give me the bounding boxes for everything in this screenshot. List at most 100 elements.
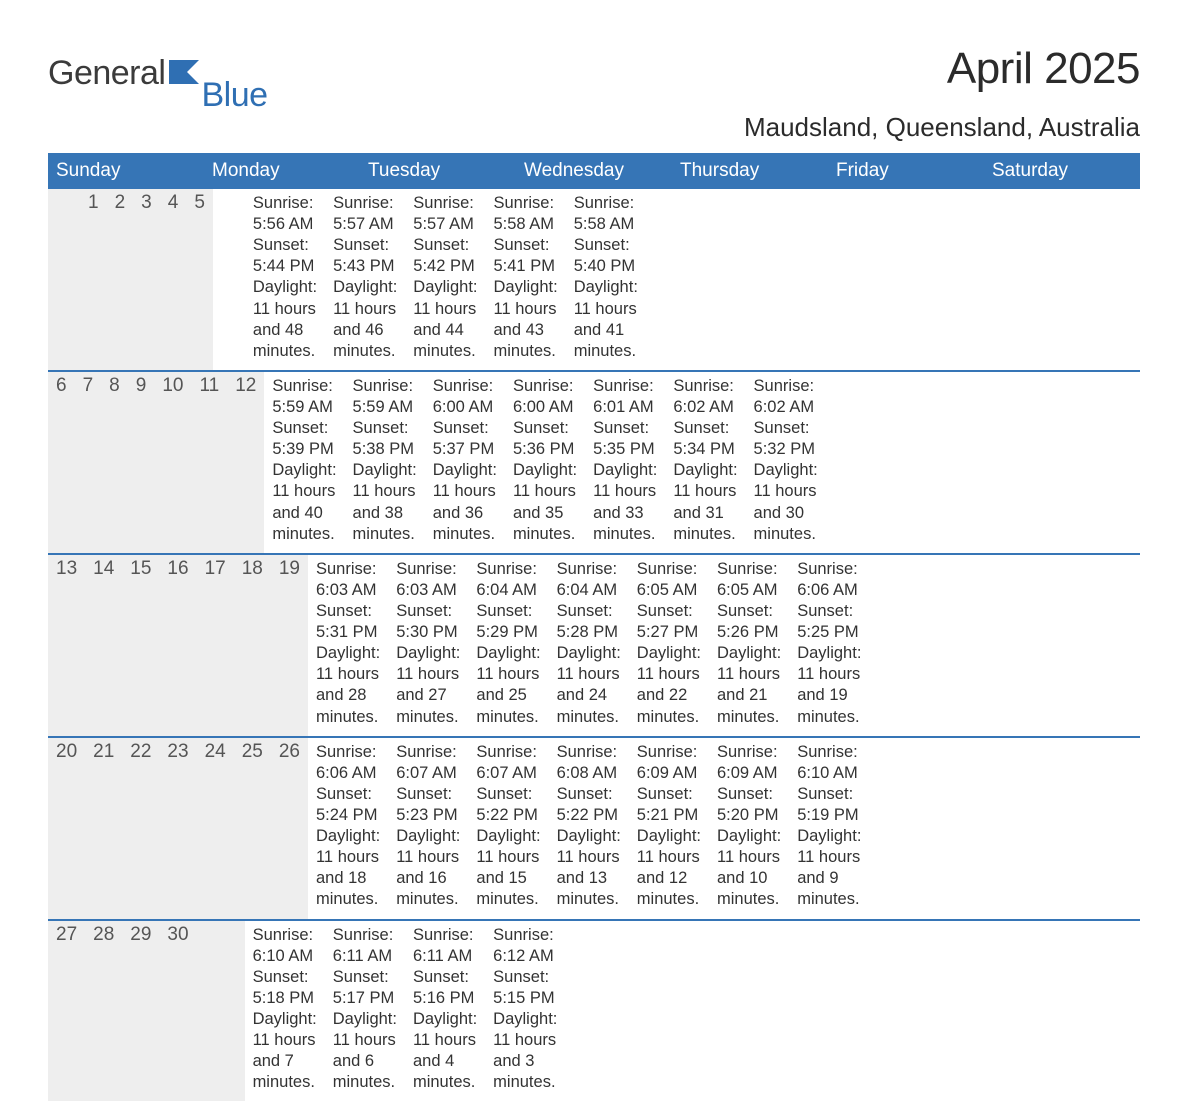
- day-cell: Sunrise: 6:08 AMSunset: 5:22 PMDaylight:…: [549, 738, 629, 919]
- day-sunset: Sunset: 5:43 PM: [333, 235, 397, 277]
- day-number: 7: [75, 372, 102, 553]
- day-sunrise: Sunrise: 6:00 AM: [513, 376, 577, 418]
- day-d1: Daylight: 11 hours: [316, 826, 380, 868]
- day-sunrise: Sunrise: 6:05 AM: [637, 559, 701, 601]
- day-cell: Sunrise: 5:59 AMSunset: 5:38 PMDaylight:…: [345, 372, 425, 553]
- brand-word1: General: [48, 54, 165, 93]
- day-number: 1: [80, 189, 107, 370]
- day-d1: Daylight: 11 hours: [413, 1009, 477, 1051]
- day-sunset: Sunset: 5:23 PM: [396, 784, 460, 826]
- week-row: 12345Sunrise: 5:56 AMSunset: 5:44 PMDayl…: [48, 189, 1140, 370]
- day-d2: and 28 minutes.: [316, 685, 380, 727]
- day-d1: Daylight: 11 hours: [396, 643, 460, 685]
- day-number: [229, 921, 245, 1101]
- day-number: 20: [48, 738, 85, 919]
- day-d1: Daylight: 11 hours: [476, 826, 540, 868]
- day-d1: Daylight: 11 hours: [754, 460, 818, 502]
- day-number: 24: [197, 738, 234, 919]
- day-number: 10: [154, 372, 191, 553]
- day-number: 15: [122, 555, 159, 736]
- day-sunset: Sunset: 5:16 PM: [413, 967, 477, 1009]
- day-cell: Sunrise: 5:57 AMSunset: 5:43 PMDaylight:…: [325, 189, 405, 370]
- day-number: 30: [159, 921, 196, 1101]
- daynum-row: 13141516171819: [48, 555, 308, 736]
- day-cell: Sunrise: 6:06 AMSunset: 5:25 PMDaylight:…: [789, 555, 869, 736]
- day-cell: Sunrise: 6:07 AMSunset: 5:22 PMDaylight:…: [468, 738, 548, 919]
- day-number: [48, 189, 64, 370]
- day-number: 23: [159, 738, 196, 919]
- day-cell: Sunrise: 6:12 AMSunset: 5:15 PMDaylight:…: [485, 921, 565, 1101]
- day-d1: Daylight: 11 hours: [637, 643, 701, 685]
- day-cell: Sunrise: 6:05 AMSunset: 5:27 PMDaylight:…: [629, 555, 709, 736]
- day-d1: Daylight: 11 hours: [593, 460, 657, 502]
- weekday-header-row: SundayMondayTuesdayWednesdayThursdayFrid…: [48, 153, 1140, 189]
- day-sunrise: Sunrise: 6:11 AM: [333, 925, 397, 967]
- day-sunrise: Sunrise: 6:09 AM: [637, 742, 701, 784]
- day-sunrise: Sunrise: 6:04 AM: [557, 559, 621, 601]
- day-cell: Sunrise: 6:09 AMSunset: 5:21 PMDaylight:…: [629, 738, 709, 919]
- day-number: [213, 921, 229, 1101]
- week-row: 6789101112Sunrise: 5:59 AMSunset: 5:39 P…: [48, 370, 1140, 553]
- location: Maudsland, Queensland, Australia: [744, 112, 1140, 143]
- day-sunset: Sunset: 5:27 PM: [637, 601, 701, 643]
- day-number: 5: [186, 189, 213, 370]
- day-d1: Daylight: 11 hours: [253, 277, 317, 319]
- day-cell: Sunrise: 6:11 AMSunset: 5:17 PMDaylight:…: [325, 921, 405, 1101]
- day-number: 8: [101, 372, 128, 553]
- day-number: 25: [234, 738, 271, 919]
- day-sunrise: Sunrise: 6:03 AM: [316, 559, 380, 601]
- day-d2: and 4 minutes.: [413, 1051, 477, 1093]
- day-number: 9: [128, 372, 155, 553]
- daynum-row: 27282930: [48, 921, 245, 1101]
- day-number: 2: [107, 189, 134, 370]
- day-sunset: Sunset: 5:38 PM: [353, 418, 417, 460]
- day-d1: Daylight: 11 hours: [637, 826, 701, 868]
- day-d1: Daylight: 11 hours: [333, 1009, 397, 1051]
- day-number: 21: [85, 738, 122, 919]
- day-d2: and 44 minutes.: [413, 320, 477, 362]
- day-number: 12: [227, 372, 264, 553]
- day-d1: Daylight: 11 hours: [396, 826, 460, 868]
- day-d2: and 16 minutes.: [396, 868, 460, 910]
- day-d1: Daylight: 11 hours: [333, 277, 397, 319]
- day-sunrise: Sunrise: 6:10 AM: [253, 925, 317, 967]
- day-cell: [597, 921, 613, 1101]
- day-sunrise: Sunrise: 5:58 AM: [494, 193, 558, 235]
- day-cell: Sunrise: 6:04 AMSunset: 5:29 PMDaylight:…: [468, 555, 548, 736]
- day-d2: and 19 minutes.: [797, 685, 861, 727]
- day-sunset: Sunset: 5:24 PM: [316, 784, 380, 826]
- day-cell: Sunrise: 6:05 AMSunset: 5:26 PMDaylight:…: [709, 555, 789, 736]
- day-d1: Daylight: 11 hours: [673, 460, 737, 502]
- day-number: 11: [191, 372, 227, 553]
- day-sunrise: Sunrise: 5:58 AM: [574, 193, 638, 235]
- day-sunrise: Sunrise: 6:02 AM: [754, 376, 818, 418]
- day-sunset: Sunset: 5:39 PM: [272, 418, 336, 460]
- weekday-header: Wednesday: [516, 153, 672, 189]
- day-d1: Daylight: 11 hours: [353, 460, 417, 502]
- day-sunset: Sunset: 5:34 PM: [673, 418, 737, 460]
- day-d2: and 48 minutes.: [253, 320, 317, 362]
- weekday-header: Tuesday: [360, 153, 516, 189]
- day-d2: and 18 minutes.: [316, 868, 380, 910]
- day-cell: Sunrise: 6:03 AMSunset: 5:30 PMDaylight:…: [388, 555, 468, 736]
- day-cell: Sunrise: 6:07 AMSunset: 5:23 PMDaylight:…: [388, 738, 468, 919]
- day-body-row: Sunrise: 6:10 AMSunset: 5:18 PM Daylight:…: [245, 921, 614, 1101]
- day-d2: and 41 minutes.: [574, 320, 638, 362]
- day-d1: Daylight: 11 hours: [493, 1009, 557, 1051]
- daynum-row: 6789101112: [48, 372, 264, 553]
- weekday-header: Saturday: [984, 153, 1140, 189]
- day-sunrise: Sunrise: 6:07 AM: [476, 742, 540, 784]
- day-sunset: Sunset: 5:40 PM: [574, 235, 638, 277]
- day-cell: Sunrise: 6:00 AMSunset: 5:36 PMDaylight:…: [505, 372, 585, 553]
- day-d1: Daylight: 11 hours: [557, 826, 621, 868]
- day-sunset: Sunset: 5:19 PM: [797, 784, 861, 826]
- day-d2: and 3 minutes.: [493, 1051, 557, 1093]
- day-sunset: Sunset: 5:18 PM: [253, 967, 317, 1009]
- day-number: 4: [160, 189, 187, 370]
- day-number: 3: [133, 189, 160, 370]
- day-sunrise: Sunrise: 6:08 AM: [557, 742, 621, 784]
- day-sunrise: Sunrise: 6:01 AM: [593, 376, 657, 418]
- day-sunset: Sunset: 5:15 PM: [493, 967, 557, 1009]
- day-d1: Daylight: 11 hours: [717, 643, 781, 685]
- day-d1: Daylight: 11 hours: [574, 277, 638, 319]
